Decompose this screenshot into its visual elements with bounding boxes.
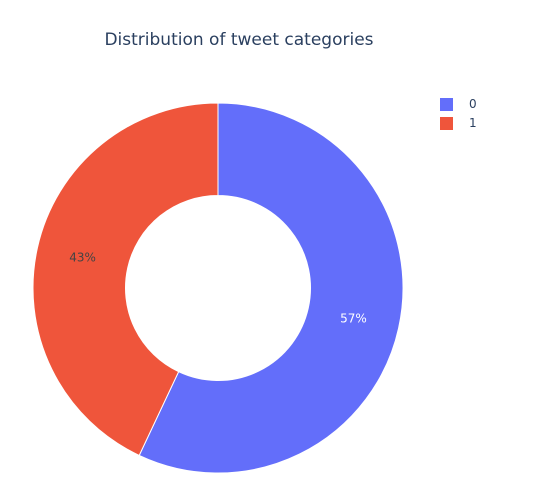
legend: 0 1 (440, 95, 477, 133)
legend-swatch-0 (440, 98, 453, 111)
legend-swatch-1 (440, 117, 453, 130)
legend-item-0[interactable]: 0 (440, 95, 477, 114)
legend-item-1[interactable]: 1 (440, 114, 477, 133)
slice-label-1: 43% (69, 251, 96, 265)
slice-label-0: 57% (340, 311, 367, 325)
slice-0[interactable] (138, 102, 404, 474)
legend-label-1: 1 (469, 116, 477, 130)
slice-1[interactable] (32, 102, 219, 457)
legend-label-0: 0 (469, 97, 477, 111)
chart-title: Distribution of tweet categories (104, 30, 374, 50)
